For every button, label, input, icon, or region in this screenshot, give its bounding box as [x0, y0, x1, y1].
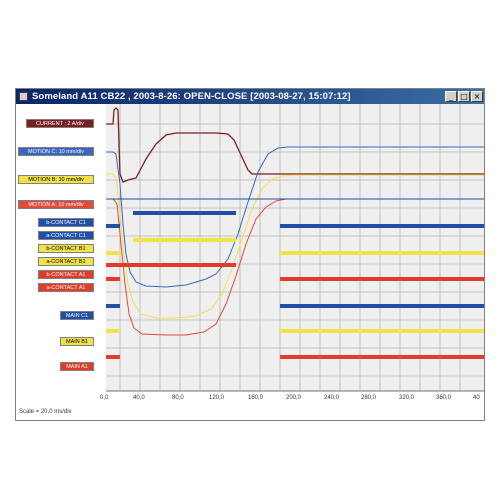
label-current: CURRENT : 2 A/div — [26, 119, 94, 128]
current-trace — [106, 107, 484, 183]
x-tick-320: 320,0 — [399, 395, 415, 401]
scale-text: Scale = 20,0 ms/div — [19, 409, 72, 415]
x-tick-0: 0,0 — [100, 395, 109, 401]
label-main-a1: MAIN A1 — [60, 362, 94, 371]
label-a-contact-b1: a-CONTACT B1 — [38, 257, 94, 266]
label-motion-c: MOTION C: 10 mm/div — [18, 147, 94, 156]
x-tick-160: 160,0 — [248, 395, 264, 401]
contact-traces — [106, 198, 484, 359]
maximize-button[interactable]: □ — [458, 91, 470, 102]
label-a-contact-a1: a-CONTACT A1 — [38, 283, 94, 292]
label-a-contact-c1: a-CONTACT C1 — [38, 231, 94, 240]
grid — [106, 104, 484, 391]
plot-area: CURRENT : 2 A/div MOTION C: 10 mm/div MO… — [16, 104, 484, 412]
label-b-contact-a1: b-CONTACT A1 — [38, 270, 94, 279]
oscillogram-window: Someland A11 CB22 , 2003-8-26: OPEN-CLOS… — [15, 88, 485, 421]
close-button[interactable]: × — [471, 91, 483, 102]
title-bar[interactable]: Someland A11 CB22 , 2003-8-26: OPEN-CLOS… — [16, 89, 484, 104]
x-tick-240: 240,0 — [324, 395, 340, 401]
x-tick-280: 280,0 — [361, 395, 377, 401]
label-motion-a: MOTION A: 10 mm/div — [18, 200, 94, 209]
label-main-c1: MAIN C1 — [60, 311, 94, 320]
x-tick-400: 40 — [473, 395, 480, 401]
x-tick-80: 80,0 — [172, 395, 184, 401]
window-title: Someland A11 CB22 , 2003-8-26: OPEN-CLOS… — [32, 91, 351, 102]
label-main-b1: MAIN B1 — [60, 337, 94, 346]
label-b-contact-c1: b-CONTACT C1 — [38, 218, 94, 227]
label-motion-b: MOTION B: 10 mm/div — [18, 175, 94, 184]
x-tick-40: 40,0 — [133, 395, 145, 401]
label-b-contact-b1: b-CONTACT B1 — [38, 244, 94, 253]
motion-c-trace — [106, 146, 484, 288]
x-tick-120: 120,0 — [209, 395, 225, 401]
x-tick-200: 200,0 — [286, 395, 302, 401]
x-tick-360: 360,0 — [436, 395, 452, 401]
trace-canvas — [16, 104, 484, 407]
minimize-button[interactable]: _ — [445, 91, 457, 102]
app-icon — [19, 92, 28, 101]
